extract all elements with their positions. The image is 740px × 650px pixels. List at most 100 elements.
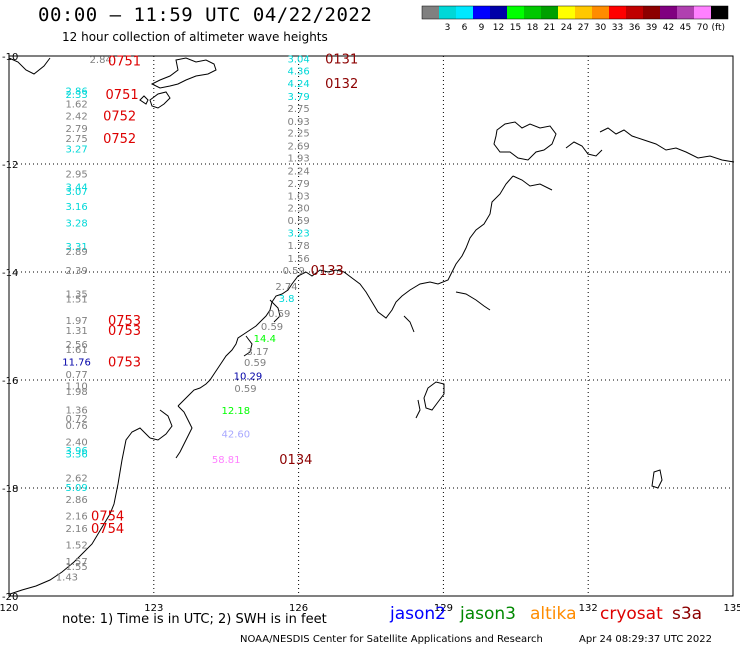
wave-height-label: 0.76: [65, 421, 87, 432]
legend-entry-cryosat: cryosat: [600, 604, 663, 624]
colorbar-swatch: [524, 6, 541, 19]
wave-height-label: 2.16: [65, 512, 87, 523]
wave-height-label: 3.04: [287, 55, 309, 66]
lon-tick-label: 126: [289, 603, 308, 614]
island-outline: [423, 381, 445, 411]
wave-height-label: 58.81: [212, 455, 241, 466]
pass-time-label: 0751: [106, 88, 139, 103]
colorbar-swatch: [456, 6, 473, 19]
map-frame: [8, 55, 734, 597]
wave-height-label: 0.93: [287, 117, 309, 128]
wave-height-label: 1.55: [65, 562, 87, 573]
wave-height-label: 10.29: [234, 372, 263, 383]
wave-height-label: 1.52: [65, 541, 87, 552]
wave-height-label: 14.4: [254, 334, 276, 345]
wave-height-label: 1.36: [65, 406, 87, 417]
wave-height-label: 0.59: [234, 384, 256, 395]
wave-height-label: 2.40: [65, 438, 87, 449]
map-panel: 120 123 126 129 132 135 -10 -12 -14 -16 -18 -20 2.8…: [0, 52, 740, 614]
wave-height-label: 1.03: [287, 191, 309, 202]
wave-height-label: 2.84: [90, 55, 112, 66]
colorbar-tick-label: 39: [646, 23, 658, 33]
wave-height-label: 3.07: [65, 187, 87, 198]
wave-height-label: 0.59: [244, 358, 266, 369]
lat-tick-label: -20: [2, 592, 18, 603]
page-subtitle: 12 hour collection of altimeter wave hei…: [62, 30, 328, 44]
colorbar-swatch: [609, 6, 626, 19]
colorbar-swatch: [575, 6, 592, 19]
lon-tick-label: 120: [0, 603, 19, 614]
wave-height-label: 12.18: [222, 406, 251, 417]
colorbar-tick-label: 45: [680, 23, 691, 33]
colorbar-swatch: [439, 6, 456, 19]
island-outline: [150, 57, 217, 89]
wave-height-label: 2.33: [65, 90, 87, 101]
colorbar-tick-label: 36: [629, 23, 641, 33]
wave-height-label: 3.23: [287, 229, 309, 240]
lat-tick-label: -16: [2, 376, 18, 387]
legend-entry-jason2: jason2: [390, 604, 446, 624]
wave-height-label: 2.86: [65, 87, 87, 98]
coastline-segment: [243, 335, 253, 357]
wave-height-label: 3.16: [65, 202, 87, 213]
wave-height-label: 2.42: [65, 111, 87, 122]
colorbar-tick-label: 33: [612, 23, 623, 33]
pass-time-label: 0751: [108, 54, 141, 69]
wave-height-label: 2.89: [65, 247, 87, 258]
wave-height-label: 1.10: [65, 381, 87, 392]
legend-entry-altika: altika: [530, 604, 577, 624]
wave-height-label: 4.36: [287, 67, 309, 78]
wave-height-label: 2.62: [65, 474, 87, 485]
lon-tick-label: 135: [723, 603, 740, 614]
wave-height-label: 1.43: [56, 573, 78, 584]
wave-height-label: 2.16: [65, 524, 87, 535]
wave-height-label: 3.27: [65, 144, 87, 155]
wave-height-label: 0.77: [65, 370, 87, 381]
wave-height-label: 2.69: [287, 142, 309, 153]
pass-time-label: 0132: [325, 77, 358, 92]
colorbar-swatch: [473, 6, 490, 19]
coastline-segment: [403, 315, 415, 333]
wave-height-label: 11.76: [62, 358, 91, 369]
pass-time-label: 0131: [325, 53, 358, 68]
island-outline: [139, 95, 149, 105]
island-outline: [651, 469, 663, 489]
colorbar-tick-label: 3: [445, 23, 451, 33]
coastline-segment: [565, 141, 603, 157]
coastline-segment: [149, 409, 173, 441]
wave-height-label: 1.61: [65, 345, 87, 356]
lat-tick-label: -10: [2, 52, 18, 63]
coastline-segment: [269, 299, 281, 323]
colorbar-frame: [421, 5, 729, 20]
page-title: 00:00 – 11:59 UTC 04/22/2022: [38, 4, 373, 26]
colorbar-tick-label: 9: [479, 23, 485, 33]
wave-height-label: 1.51: [65, 294, 87, 305]
colorbar-swatch: [490, 6, 507, 19]
wave-height-label: 1.98: [65, 387, 87, 398]
wave-height-label: 3.79: [287, 92, 309, 103]
colorbar-tick-label: 15: [510, 23, 521, 33]
colorbar-swatch: [677, 6, 694, 19]
wave-height-label: 5.09: [65, 483, 87, 494]
wave-height-label: 0.59: [268, 309, 290, 320]
coastline-segment: [599, 127, 735, 163]
colorbar-tick-label: 42: [663, 23, 674, 33]
lon-tick-label: 129: [434, 603, 453, 614]
pass-time-label: 0754: [91, 522, 124, 537]
coastline-segment: [175, 405, 193, 459]
colorbar-tick-label: 70: [697, 23, 709, 33]
wave-height-label: 2.75: [287, 104, 309, 115]
coastline-segment: [9, 427, 151, 595]
colorbar-tick-label: 12: [493, 23, 504, 33]
colorbar-tick-label: 30: [595, 23, 607, 33]
wave-height-label: 2.39: [65, 266, 87, 277]
pass-time-label: 0134: [279, 453, 312, 468]
pass-time-label: 0133: [311, 264, 344, 279]
pass-time-label: 0753: [108, 324, 141, 339]
colorbar-swatch: [541, 6, 558, 19]
colorbar-swatch: [660, 6, 677, 19]
wave-height-label: 1.62: [65, 100, 87, 111]
wave-height-label: 1.31: [65, 326, 87, 337]
colorbar-tick-label: 6: [462, 23, 468, 33]
